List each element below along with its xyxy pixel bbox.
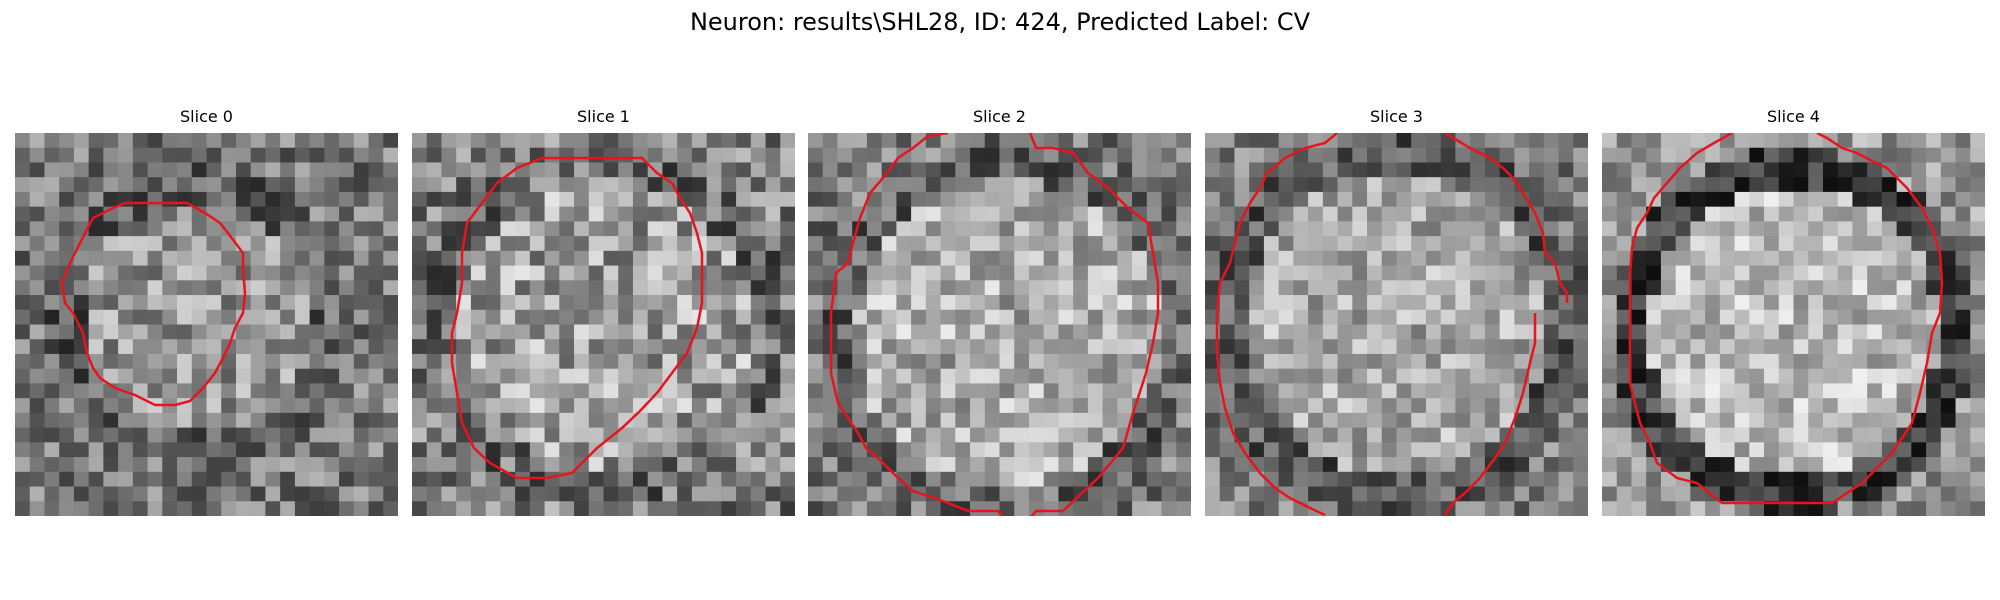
slice-panel-2: Slice 2 — [808, 107, 1191, 516]
slice-pixels-0 — [15, 133, 398, 516]
slice-image-3 — [1205, 133, 1588, 516]
cell-contour-4 — [1628, 133, 1944, 505]
cell-contour-2 — [829, 133, 1004, 516]
cell-contour-2b — [1028, 133, 1160, 516]
figure-title: Neuron: results\SHL28, ID: 424, Predicte… — [689, 8, 1311, 36]
cell-contour-3b — [1443, 313, 1537, 516]
cell-contour-3c — [1444, 133, 1569, 303]
slice-image-4 — [1602, 133, 1985, 516]
slice-image-1 — [412, 133, 795, 516]
slice-panel-0: Slice 0 — [15, 107, 398, 516]
cell-contour-1 — [450, 156, 704, 480]
slice-title-4: Slice 4 — [1767, 107, 1820, 126]
slice-panel-4: Slice 4 — [1602, 107, 1985, 516]
slice-pixels-3 — [1205, 133, 1588, 516]
slice-title-2: Slice 2 — [973, 107, 1026, 126]
slice-image-2 — [808, 133, 1191, 516]
slice-pixels-1 — [412, 133, 795, 516]
cell-contour-0 — [60, 201, 247, 407]
slice-pixels-2 — [808, 133, 1191, 516]
slice-title-1: Slice 1 — [577, 107, 630, 126]
cell-contour-3 — [1215, 133, 1338, 516]
slice-title-0: Slice 0 — [180, 107, 233, 126]
slice-panel-3: Slice 3 — [1205, 107, 1588, 516]
slice-title-3: Slice 3 — [1370, 107, 1423, 126]
slice-panel-1: Slice 1 — [412, 107, 795, 516]
slice-pixels-4 — [1602, 133, 1985, 516]
slice-image-0 — [15, 133, 398, 516]
